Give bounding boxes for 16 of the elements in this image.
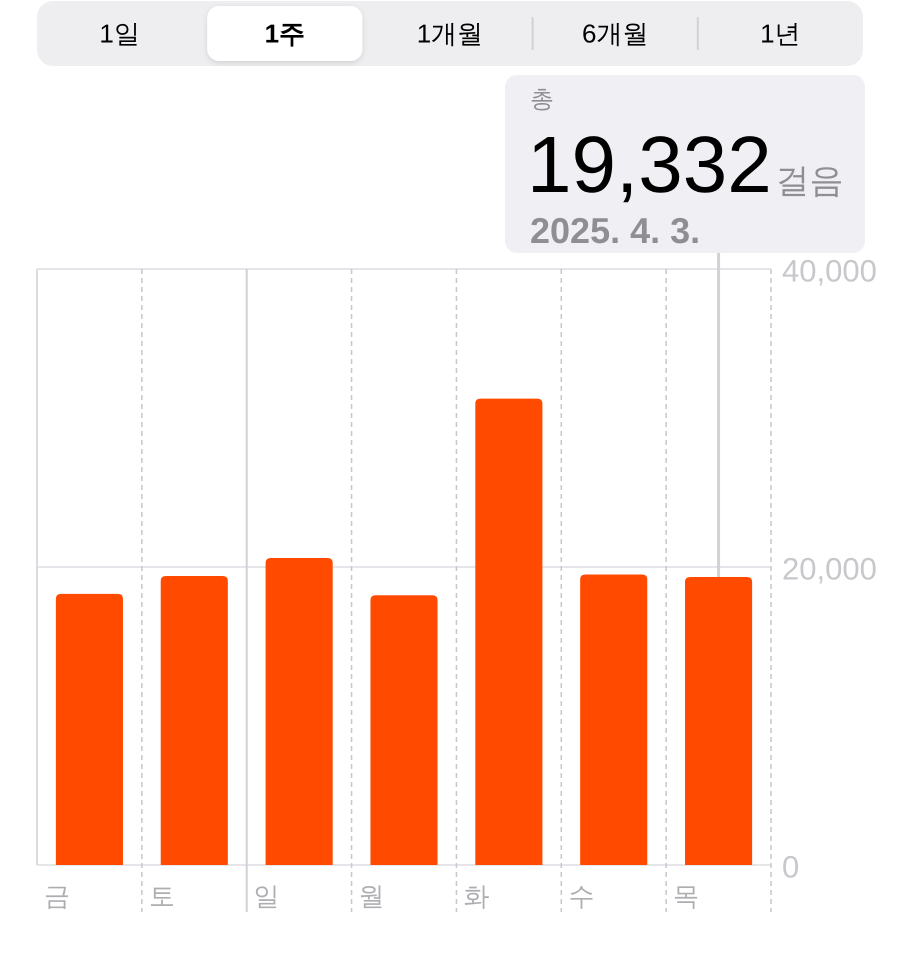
- category-label: 1주: [264, 18, 306, 48]
- x-tick-label: 월: [358, 881, 385, 911]
- x-tick-label: 금: [44, 881, 70, 911]
- segment: 6개월: [582, 18, 648, 48]
- y-tick-label: 20,000: [782, 552, 877, 586]
- y-tick-label: 0: [782, 850, 800, 884]
- x-tick-label: 토: [148, 881, 175, 911]
- x-tick-label: 목: [673, 881, 700, 911]
- y-tick-label: 40,000: [782, 254, 877, 288]
- segment: 1년: [760, 18, 801, 48]
- segment: 1개월: [416, 18, 484, 48]
- x-tick-label: 화: [463, 881, 490, 911]
- x-tick-label: 수: [568, 881, 594, 911]
- segment: 1일: [99, 18, 140, 48]
- x-tick-label: 일: [254, 881, 280, 911]
- segment: 1주: [207, 6, 362, 61]
